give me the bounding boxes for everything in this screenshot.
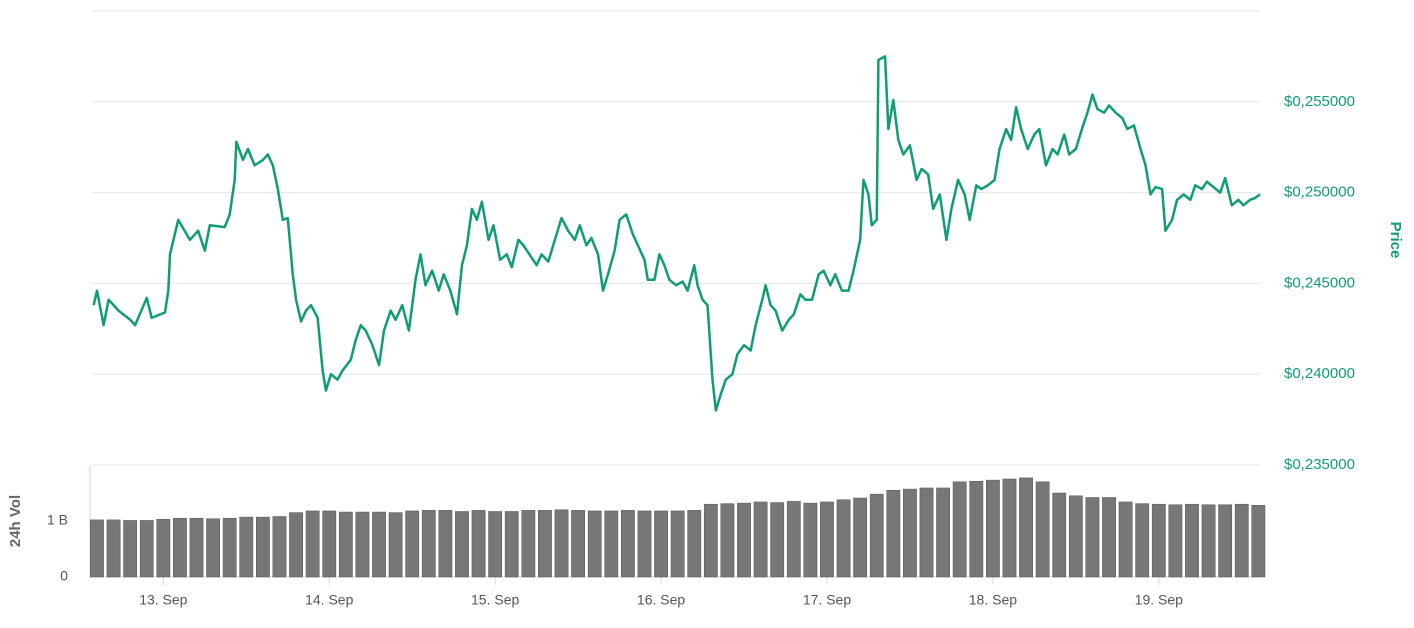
volume-bar bbox=[1151, 503, 1166, 578]
volume-bar bbox=[1052, 492, 1067, 578]
volume-bar bbox=[355, 511, 370, 578]
volume-bar bbox=[521, 510, 536, 578]
volume-bar bbox=[239, 516, 254, 578]
volume-bar bbox=[770, 502, 785, 578]
volume-bar bbox=[604, 510, 619, 578]
volume-bar bbox=[1218, 504, 1233, 578]
volume-bar bbox=[803, 502, 818, 578]
volume-bar bbox=[538, 510, 552, 578]
volume-bar bbox=[1168, 504, 1183, 578]
volume-bar bbox=[587, 510, 602, 578]
volume-bar bbox=[90, 519, 104, 578]
volume-bar bbox=[421, 510, 436, 578]
volume-bar bbox=[256, 516, 270, 578]
volume-bar bbox=[919, 487, 934, 578]
volume-bar bbox=[106, 519, 121, 578]
x-tick-label: 16. Sep bbox=[637, 592, 685, 608]
y-tick-label: 1 B bbox=[47, 512, 68, 528]
volume-bar bbox=[1019, 477, 1033, 578]
volume-bar bbox=[903, 488, 917, 578]
volume-bar bbox=[621, 510, 635, 578]
x-tick-label: 13. Sep bbox=[139, 592, 187, 608]
volume-bar bbox=[156, 519, 171, 578]
volume-bar bbox=[488, 511, 503, 578]
volume-bar bbox=[703, 503, 718, 578]
volume-bar bbox=[687, 510, 702, 578]
y-tick-label: $0,255000 bbox=[1284, 93, 1355, 110]
volume-bar bbox=[1135, 503, 1150, 578]
volume-bar bbox=[1201, 504, 1216, 578]
volume-bar bbox=[455, 511, 469, 578]
volume-bar bbox=[786, 501, 801, 578]
y-tick-label: 0 bbox=[60, 568, 68, 584]
volume-bar bbox=[952, 481, 967, 578]
volume-bar bbox=[936, 487, 951, 578]
volume-bar bbox=[173, 517, 187, 578]
volume-bar bbox=[1085, 497, 1100, 578]
volume-bar bbox=[1068, 495, 1083, 578]
volume-bar bbox=[853, 497, 868, 578]
x-tick-label: 19. Sep bbox=[1135, 592, 1183, 608]
volume-bar bbox=[554, 509, 569, 578]
y-tick-label: $0,240000 bbox=[1284, 365, 1355, 382]
volume-bar bbox=[836, 499, 851, 578]
volume-bar bbox=[1102, 497, 1116, 578]
price-line bbox=[92, 55, 1261, 412]
volume-bar bbox=[504, 511, 519, 578]
volume-bar bbox=[372, 511, 386, 578]
volume-bar bbox=[338, 511, 353, 578]
y-tick-label: $0,235000 bbox=[1284, 456, 1355, 473]
volume-bar bbox=[139, 520, 154, 578]
volume-bar bbox=[272, 516, 287, 578]
volume-bar bbox=[305, 510, 320, 578]
volume-bar bbox=[969, 480, 984, 578]
volume-bar bbox=[720, 503, 735, 578]
volume-axis-title: 24h Vol bbox=[7, 495, 24, 547]
volume-bar bbox=[222, 517, 237, 578]
price-axis-title: Price bbox=[1387, 222, 1404, 259]
volume-bar bbox=[670, 510, 685, 578]
volume-bar bbox=[189, 517, 204, 578]
volume-bar bbox=[654, 510, 668, 578]
volume-bar bbox=[438, 510, 453, 578]
volume-bar bbox=[1234, 503, 1249, 578]
volume-bar bbox=[289, 512, 303, 578]
volume-bar bbox=[1118, 501, 1133, 578]
x-tick-label: 18. Sep bbox=[969, 592, 1017, 608]
volume-bar bbox=[886, 489, 901, 578]
volume-bar bbox=[123, 520, 138, 578]
volume-bar bbox=[869, 493, 884, 578]
x-tick-label: 17. Sep bbox=[803, 592, 851, 608]
volume-bar bbox=[637, 510, 652, 578]
volume-bar bbox=[986, 479, 1000, 578]
volume-bar bbox=[388, 512, 403, 578]
volume-bar bbox=[737, 502, 751, 578]
x-tick-label: 15. Sep bbox=[471, 592, 519, 608]
volume-bar bbox=[322, 510, 337, 578]
volume-bar bbox=[405, 510, 420, 578]
volume-bar bbox=[820, 501, 834, 578]
volume-bar bbox=[471, 510, 486, 578]
volume-bar bbox=[1035, 481, 1050, 578]
volume-bar bbox=[1185, 503, 1199, 578]
x-tick-label: 14. Sep bbox=[305, 592, 353, 608]
volume-bar bbox=[753, 501, 768, 578]
volume-bar bbox=[1251, 505, 1266, 578]
volume-bar bbox=[206, 518, 221, 578]
volume-bar bbox=[571, 510, 586, 578]
y-tick-label: $0,245000 bbox=[1284, 274, 1355, 291]
volume-bar bbox=[1002, 478, 1017, 578]
y-tick-label: $0,250000 bbox=[1284, 184, 1355, 201]
